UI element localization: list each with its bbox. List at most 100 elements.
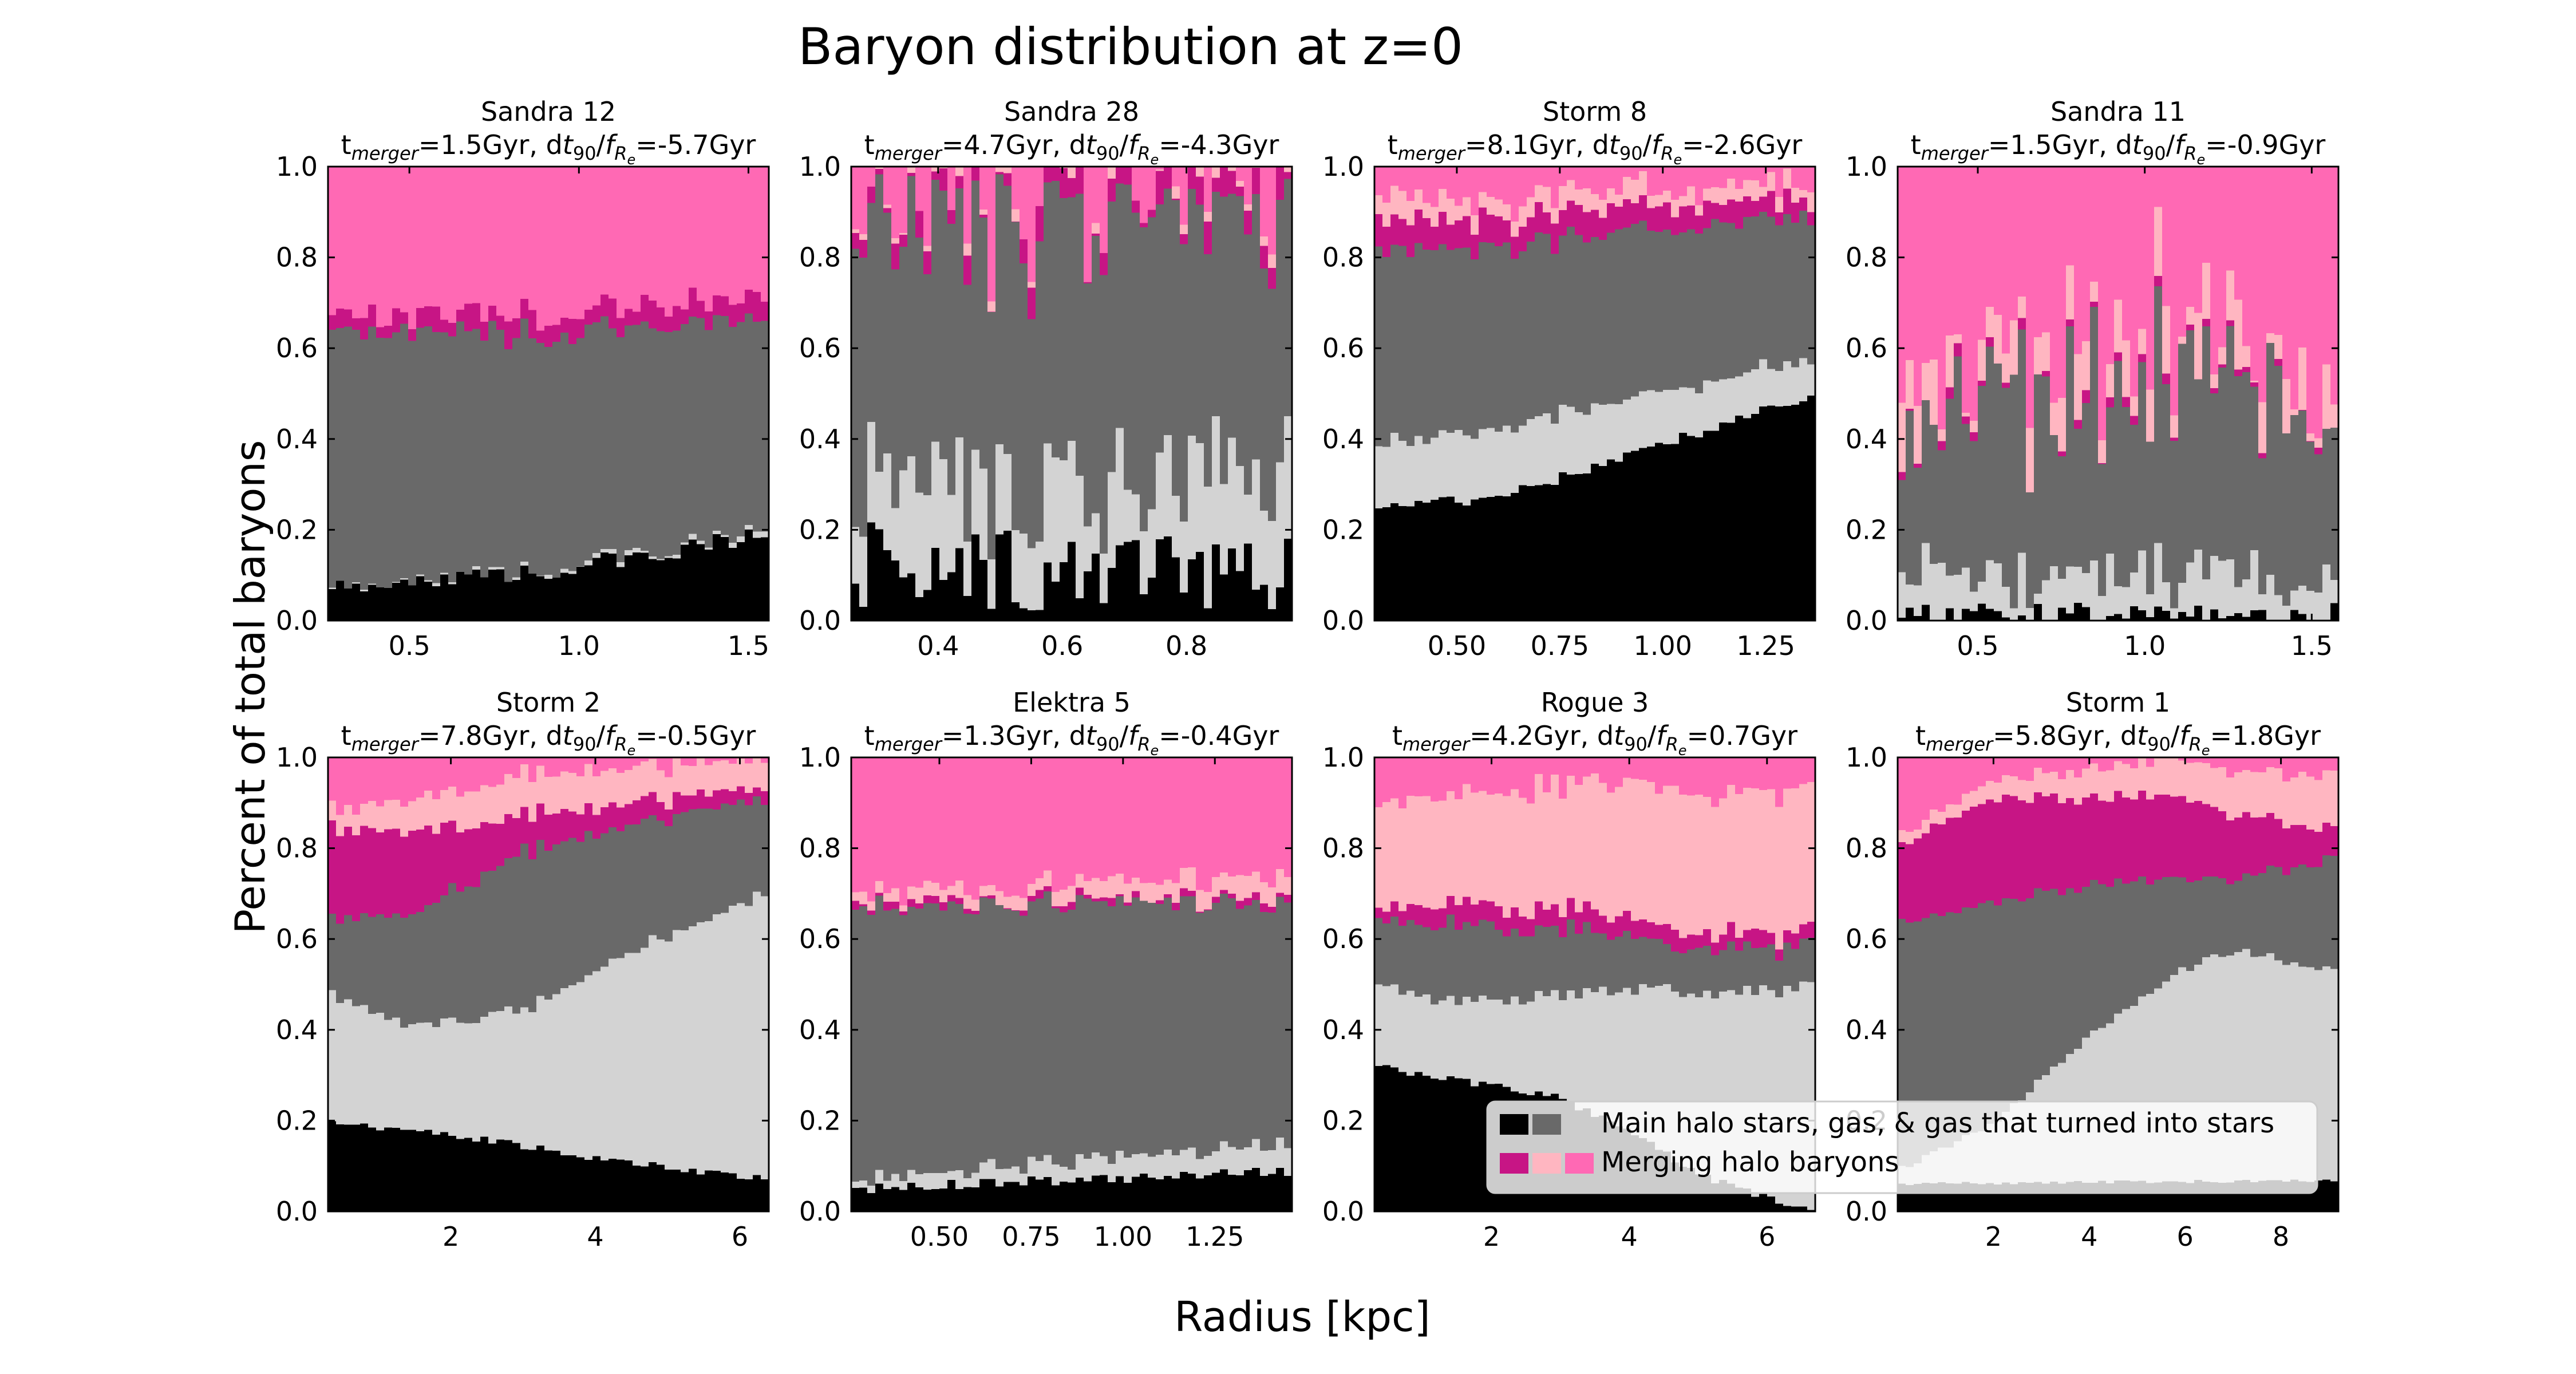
bar-merger-gas bbox=[713, 757, 721, 761]
bar-main-stars bbox=[432, 1134, 441, 1212]
bar-merger-gas-to-stars bbox=[1639, 779, 1647, 919]
bar-main-gas bbox=[1132, 212, 1140, 495]
bar-main-gas bbox=[520, 843, 529, 1008]
bar-main-gas-to-stars bbox=[713, 530, 721, 535]
bar-merger-stars bbox=[1743, 196, 1752, 217]
bar-merger-gas-to-stars bbox=[1978, 339, 1986, 381]
bar-main-stars bbox=[867, 1193, 876, 1212]
bar-merger-gas bbox=[979, 757, 988, 886]
y-tick-label: 0.0 bbox=[799, 1196, 841, 1227]
bar-merger-gas-to-stars bbox=[1260, 236, 1269, 246]
bar-main-stars bbox=[1751, 413, 1760, 621]
bar-merger-gas bbox=[1946, 757, 1954, 804]
bar-merger-stars bbox=[472, 828, 481, 887]
bar-main-stars bbox=[1631, 450, 1639, 621]
bar-merger-stars bbox=[1639, 195, 1647, 221]
bar-main-stars bbox=[360, 1123, 369, 1212]
bar-main-gas-to-stars bbox=[1228, 437, 1236, 549]
bar-main-gas-to-stars bbox=[625, 550, 633, 555]
bar-main-gas-to-stars bbox=[1132, 1154, 1140, 1177]
bar-merger-gas bbox=[1382, 757, 1391, 802]
bar-merger-gas-to-stars bbox=[891, 238, 900, 244]
bar-main-gas bbox=[1108, 906, 1116, 1164]
bar-main-gas-to-stars bbox=[416, 574, 425, 577]
bar-merger-gas-to-stars bbox=[2146, 389, 2155, 442]
bar-merger-gas-to-stars bbox=[2226, 270, 2235, 321]
bar-merger-stars bbox=[1140, 223, 1148, 227]
bar-main-stars bbox=[1003, 1181, 1012, 1212]
bar-merger-gas bbox=[1471, 757, 1479, 793]
bar-merger-stars bbox=[1398, 219, 1407, 246]
bar-merger-stars bbox=[2058, 803, 2067, 895]
bar-merger-stars bbox=[1663, 202, 1672, 230]
bar-main-stars bbox=[1615, 461, 1623, 621]
bar-main-gas-to-stars bbox=[1615, 404, 1623, 462]
bar-main-gas bbox=[2250, 386, 2259, 550]
bar-main-stars bbox=[1196, 551, 1204, 621]
bar-merger-stars bbox=[1954, 342, 1962, 357]
bar-main-gas-to-stars bbox=[1679, 387, 1688, 433]
bar-merger-stars bbox=[1962, 810, 1970, 908]
bar-merger-stars bbox=[1455, 905, 1463, 930]
bar-merger-gas bbox=[1164, 757, 1172, 880]
bar-main-gas bbox=[1284, 179, 1293, 417]
bar-main-gas bbox=[1188, 895, 1196, 1148]
bar-main-gas bbox=[1406, 256, 1415, 446]
bar-main-stars bbox=[979, 1178, 988, 1212]
bar-merger-gas-to-stars bbox=[729, 763, 737, 792]
bar-main-gas-to-stars bbox=[512, 1013, 521, 1143]
bar-main-stars bbox=[1799, 1206, 1808, 1212]
bar-main-stars bbox=[625, 1160, 633, 1212]
legend-swatch bbox=[1500, 1114, 1528, 1135]
bar-merger-gas-to-stars bbox=[859, 891, 868, 905]
bar-main-gas-to-stars bbox=[2226, 559, 2235, 617]
bar-merger-gas bbox=[1132, 757, 1140, 878]
bar-merger-stars bbox=[2018, 317, 2026, 330]
bar-main-gas bbox=[1439, 927, 1447, 1001]
bar-main-gas-to-stars bbox=[2058, 578, 2067, 608]
bar-main-gas bbox=[1196, 912, 1204, 1159]
bar-main-gas-to-stars bbox=[432, 582, 441, 587]
y-tick-label: 0.8 bbox=[276, 833, 318, 864]
bar-main-stars bbox=[1767, 405, 1776, 621]
bar-main-gas-to-stars bbox=[440, 572, 449, 575]
bar-main-gas-to-stars bbox=[2066, 566, 2075, 614]
bar-main-gas-to-stars bbox=[641, 947, 649, 1167]
bar-main-stars bbox=[1783, 405, 1792, 621]
bar-merger-gas bbox=[512, 167, 521, 319]
bar-merger-gas bbox=[376, 757, 385, 807]
bar-main-gas-to-stars bbox=[617, 562, 625, 567]
bar-main-gas bbox=[1471, 259, 1479, 439]
bar-merger-stars bbox=[1914, 838, 1922, 922]
bar-main-gas bbox=[568, 344, 577, 571]
bar-main-gas bbox=[1663, 943, 1672, 985]
bar-main-gas bbox=[1132, 897, 1140, 1155]
bar-main-gas-to-stars bbox=[1196, 1158, 1204, 1179]
bar-merger-gas bbox=[2154, 167, 2163, 207]
bar-merger-stars bbox=[2098, 463, 2107, 464]
bar-merger-gas bbox=[2242, 757, 2251, 771]
bar-merger-gas bbox=[504, 757, 513, 775]
bar-main-gas bbox=[528, 338, 537, 574]
bar-main-gas-to-stars bbox=[625, 952, 633, 1161]
bar-main-gas bbox=[1575, 933, 1583, 998]
bar-main-gas-to-stars bbox=[1068, 1169, 1076, 1183]
bar-main-gas bbox=[496, 329, 505, 567]
bar-main-gas bbox=[2290, 867, 2299, 963]
bar-main-gas bbox=[995, 174, 1004, 445]
bar-merger-gas-to-stars bbox=[891, 888, 900, 902]
bar-merger-gas-to-stars bbox=[2082, 341, 2091, 390]
bar-merger-gas bbox=[1575, 167, 1583, 190]
y-tick-label: 0.4 bbox=[1846, 424, 1887, 455]
bar-main-gas bbox=[584, 324, 593, 560]
bar-merger-gas-to-stars bbox=[1743, 787, 1752, 930]
bar-merger-gas bbox=[2258, 757, 2267, 773]
bar-main-stars bbox=[1100, 603, 1108, 621]
bar-main-stars bbox=[1695, 437, 1704, 621]
bar-main-stars bbox=[1236, 570, 1244, 621]
bar-merger-gas-to-stars bbox=[1775, 807, 1784, 950]
bar-main-gas-to-stars bbox=[1439, 1000, 1447, 1080]
bar-merger-gas-to-stars bbox=[2170, 757, 2179, 797]
x-tick-label: 1.25 bbox=[1736, 630, 1795, 661]
bar-merger-stars bbox=[1751, 928, 1760, 948]
